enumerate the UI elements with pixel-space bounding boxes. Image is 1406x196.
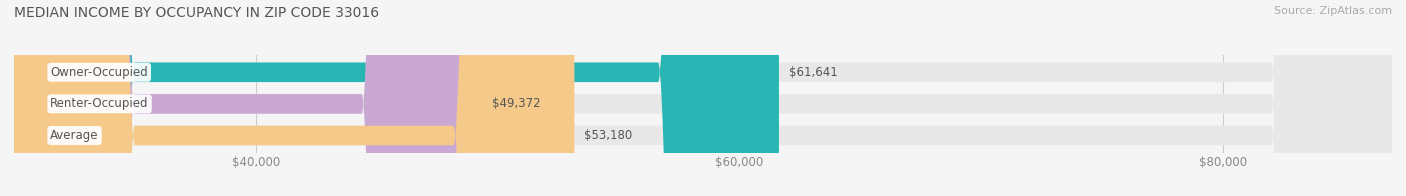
Text: Renter-Occupied: Renter-Occupied xyxy=(51,97,149,110)
FancyBboxPatch shape xyxy=(14,0,1392,196)
Text: $61,641: $61,641 xyxy=(789,66,838,79)
Text: MEDIAN INCOME BY OCCUPANCY IN ZIP CODE 33016: MEDIAN INCOME BY OCCUPANCY IN ZIP CODE 3… xyxy=(14,6,380,20)
FancyBboxPatch shape xyxy=(14,0,779,196)
Text: $49,372: $49,372 xyxy=(492,97,541,110)
FancyBboxPatch shape xyxy=(14,0,482,196)
FancyBboxPatch shape xyxy=(14,0,575,196)
Text: Average: Average xyxy=(51,129,98,142)
FancyBboxPatch shape xyxy=(14,0,1392,196)
Text: Source: ZipAtlas.com: Source: ZipAtlas.com xyxy=(1274,6,1392,16)
Text: Owner-Occupied: Owner-Occupied xyxy=(51,66,148,79)
FancyBboxPatch shape xyxy=(14,0,1392,196)
Text: $53,180: $53,180 xyxy=(583,129,633,142)
